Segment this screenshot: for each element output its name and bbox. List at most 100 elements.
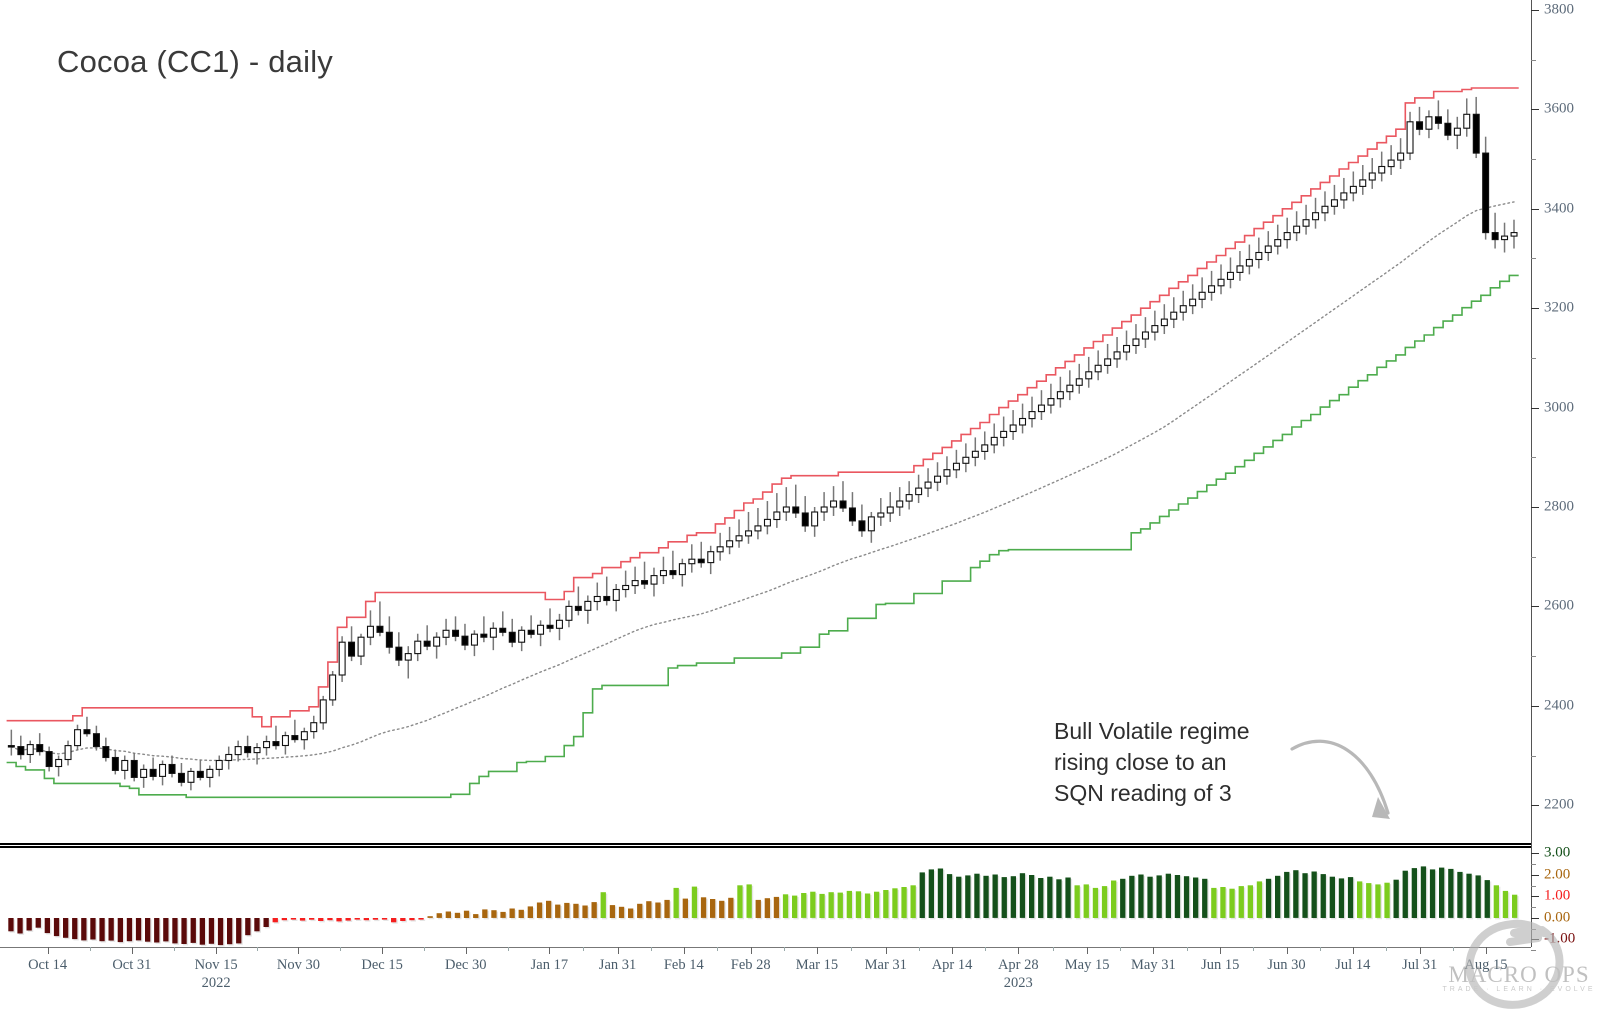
price-y-tick — [1531, 308, 1539, 310]
x-minor-tick — [423, 947, 425, 951]
x-tick — [382, 947, 384, 954]
x-tick-label: Feb 28 — [730, 957, 771, 973]
price-y-minor-tick — [1531, 357, 1536, 359]
price-y-tick — [1531, 109, 1539, 111]
x-tick-label: May 31 — [1131, 957, 1176, 973]
x-tick-label: Dec 15 — [361, 957, 403, 973]
price-y-tick-label: 2600 — [1544, 597, 1574, 614]
price-y-minor-tick — [1531, 556, 1536, 558]
price-panel — [6, 87, 1519, 799]
price-y-tick — [1531, 208, 1539, 210]
watermark-tagline: TRADE · LEARN · EVOLVE — [1442, 986, 1596, 993]
x-tick — [47, 947, 49, 954]
sqn-y-tick-label: 2.00 — [1544, 866, 1571, 883]
sqn-y-minor-tick — [1531, 864, 1536, 866]
x-tick — [750, 947, 752, 954]
x-minor-tick — [650, 947, 652, 951]
price-y-tick — [1531, 705, 1539, 707]
sqn-y-tick-label: 0.00 — [1544, 909, 1571, 926]
x-minor-tick — [257, 947, 259, 951]
x-minor-tick — [174, 947, 175, 951]
x-tick-label: Nov 30 — [276, 957, 321, 973]
x-axis-year-label: 2023 — [1003, 975, 1033, 991]
x-tick-label: Jul 31 — [1402, 957, 1438, 973]
x-minor-tick — [583, 947, 585, 951]
x-minor-tick — [783, 947, 785, 951]
x-tick-label: Apr 28 — [997, 957, 1039, 973]
x-tick — [952, 947, 954, 954]
x-tick-label: May 15 — [1064, 957, 1110, 973]
price-y-minor-tick — [1531, 59, 1536, 61]
price-y-tick-label: 2200 — [1544, 796, 1574, 813]
x-minor-tick — [1253, 947, 1255, 951]
x-tick — [1153, 947, 1155, 954]
x-tick-label: Oct 31 — [112, 957, 152, 973]
x-minor-tick — [507, 947, 509, 951]
x-tick-label: Nov 15 — [194, 957, 238, 973]
x-tick-label: Jan 31 — [598, 957, 637, 973]
x-tick — [216, 947, 218, 954]
x-tick-label: Jun 30 — [1267, 957, 1306, 973]
x-tick — [1419, 947, 1421, 954]
x-minor-tick — [985, 947, 987, 951]
price-candlestick-plot — [6, 87, 1519, 799]
x-axis-year-label: 2022 — [201, 975, 231, 991]
x-tick — [465, 947, 467, 954]
sqn-y-minor-tick — [1531, 950, 1536, 952]
x-tick — [683, 947, 685, 954]
price-y-minor-tick — [1531, 755, 1536, 757]
price-y-minor-tick — [1531, 159, 1536, 161]
x-tick — [298, 947, 300, 954]
sqn-y-tick-label: 1.00 — [1544, 887, 1571, 904]
sqn-y-tick — [1531, 874, 1539, 876]
x-minor-tick — [1120, 947, 1122, 951]
sqn-y-minor-tick — [1531, 907, 1536, 909]
x-minor-tick — [851, 947, 853, 951]
price-y-tick — [1531, 407, 1539, 409]
sqn-y-minor-tick — [1531, 885, 1536, 887]
price-y-minor-tick — [1531, 656, 1536, 658]
x-minor-tick — [340, 947, 342, 951]
price-y-minor-tick — [1531, 258, 1536, 260]
price-y-tick-label: 3600 — [1544, 100, 1574, 117]
price-y-tick — [1531, 805, 1539, 807]
x-tick — [1286, 947, 1288, 954]
x-axis-line — [0, 947, 1531, 948]
x-minor-tick — [89, 947, 91, 951]
x-minor-tick — [1452, 947, 1454, 951]
x-tick-label: Apr 14 — [931, 957, 973, 973]
x-tick — [131, 947, 133, 954]
x-tick-label: Jul 14 — [1335, 957, 1371, 973]
sqn-bar-plot — [8, 866, 1519, 947]
x-tick — [617, 947, 619, 954]
watermark-brand: MACRO OPS — [1448, 962, 1590, 987]
x-tick-label: Feb 14 — [663, 957, 704, 973]
x-minor-tick — [918, 947, 920, 951]
annotation-text: Bull Volatile regime rising close to an … — [1054, 718, 1250, 806]
x-minor-tick — [1052, 947, 1054, 951]
price-y-tick-label: 2400 — [1544, 697, 1574, 714]
price-y-minor-tick — [1531, 457, 1536, 459]
x-tick-label: Oct 14 — [28, 957, 68, 973]
brush-ring-icon — [1465, 919, 1564, 1009]
watermark: MACRO OPS TRADE · LEARN · EVOLVE — [1438, 912, 1600, 1009]
x-tick — [885, 947, 887, 954]
price-y-tick-label: 3000 — [1544, 399, 1574, 416]
page-title: Cocoa (CC1) - daily — [57, 44, 333, 79]
x-tick — [1018, 947, 1020, 954]
x-tick — [1220, 947, 1222, 954]
x-tick-label: Jun 15 — [1201, 957, 1240, 973]
x-tick-label: Dec 30 — [444, 957, 487, 973]
sqn-y-tick — [1531, 896, 1539, 898]
x-tick-label: Mar 31 — [864, 957, 907, 973]
x-tick — [816, 947, 818, 954]
x-tick — [1352, 947, 1354, 954]
price-y-tick-label: 3800 — [1544, 1, 1574, 18]
x-minor-tick — [1386, 947, 1388, 951]
x-tick — [1087, 947, 1089, 954]
x-tick — [549, 947, 551, 954]
x-tick-label: Jan 17 — [530, 957, 569, 973]
x-minor-tick — [1186, 947, 1188, 951]
price-y-tick-label: 3200 — [1544, 299, 1574, 316]
